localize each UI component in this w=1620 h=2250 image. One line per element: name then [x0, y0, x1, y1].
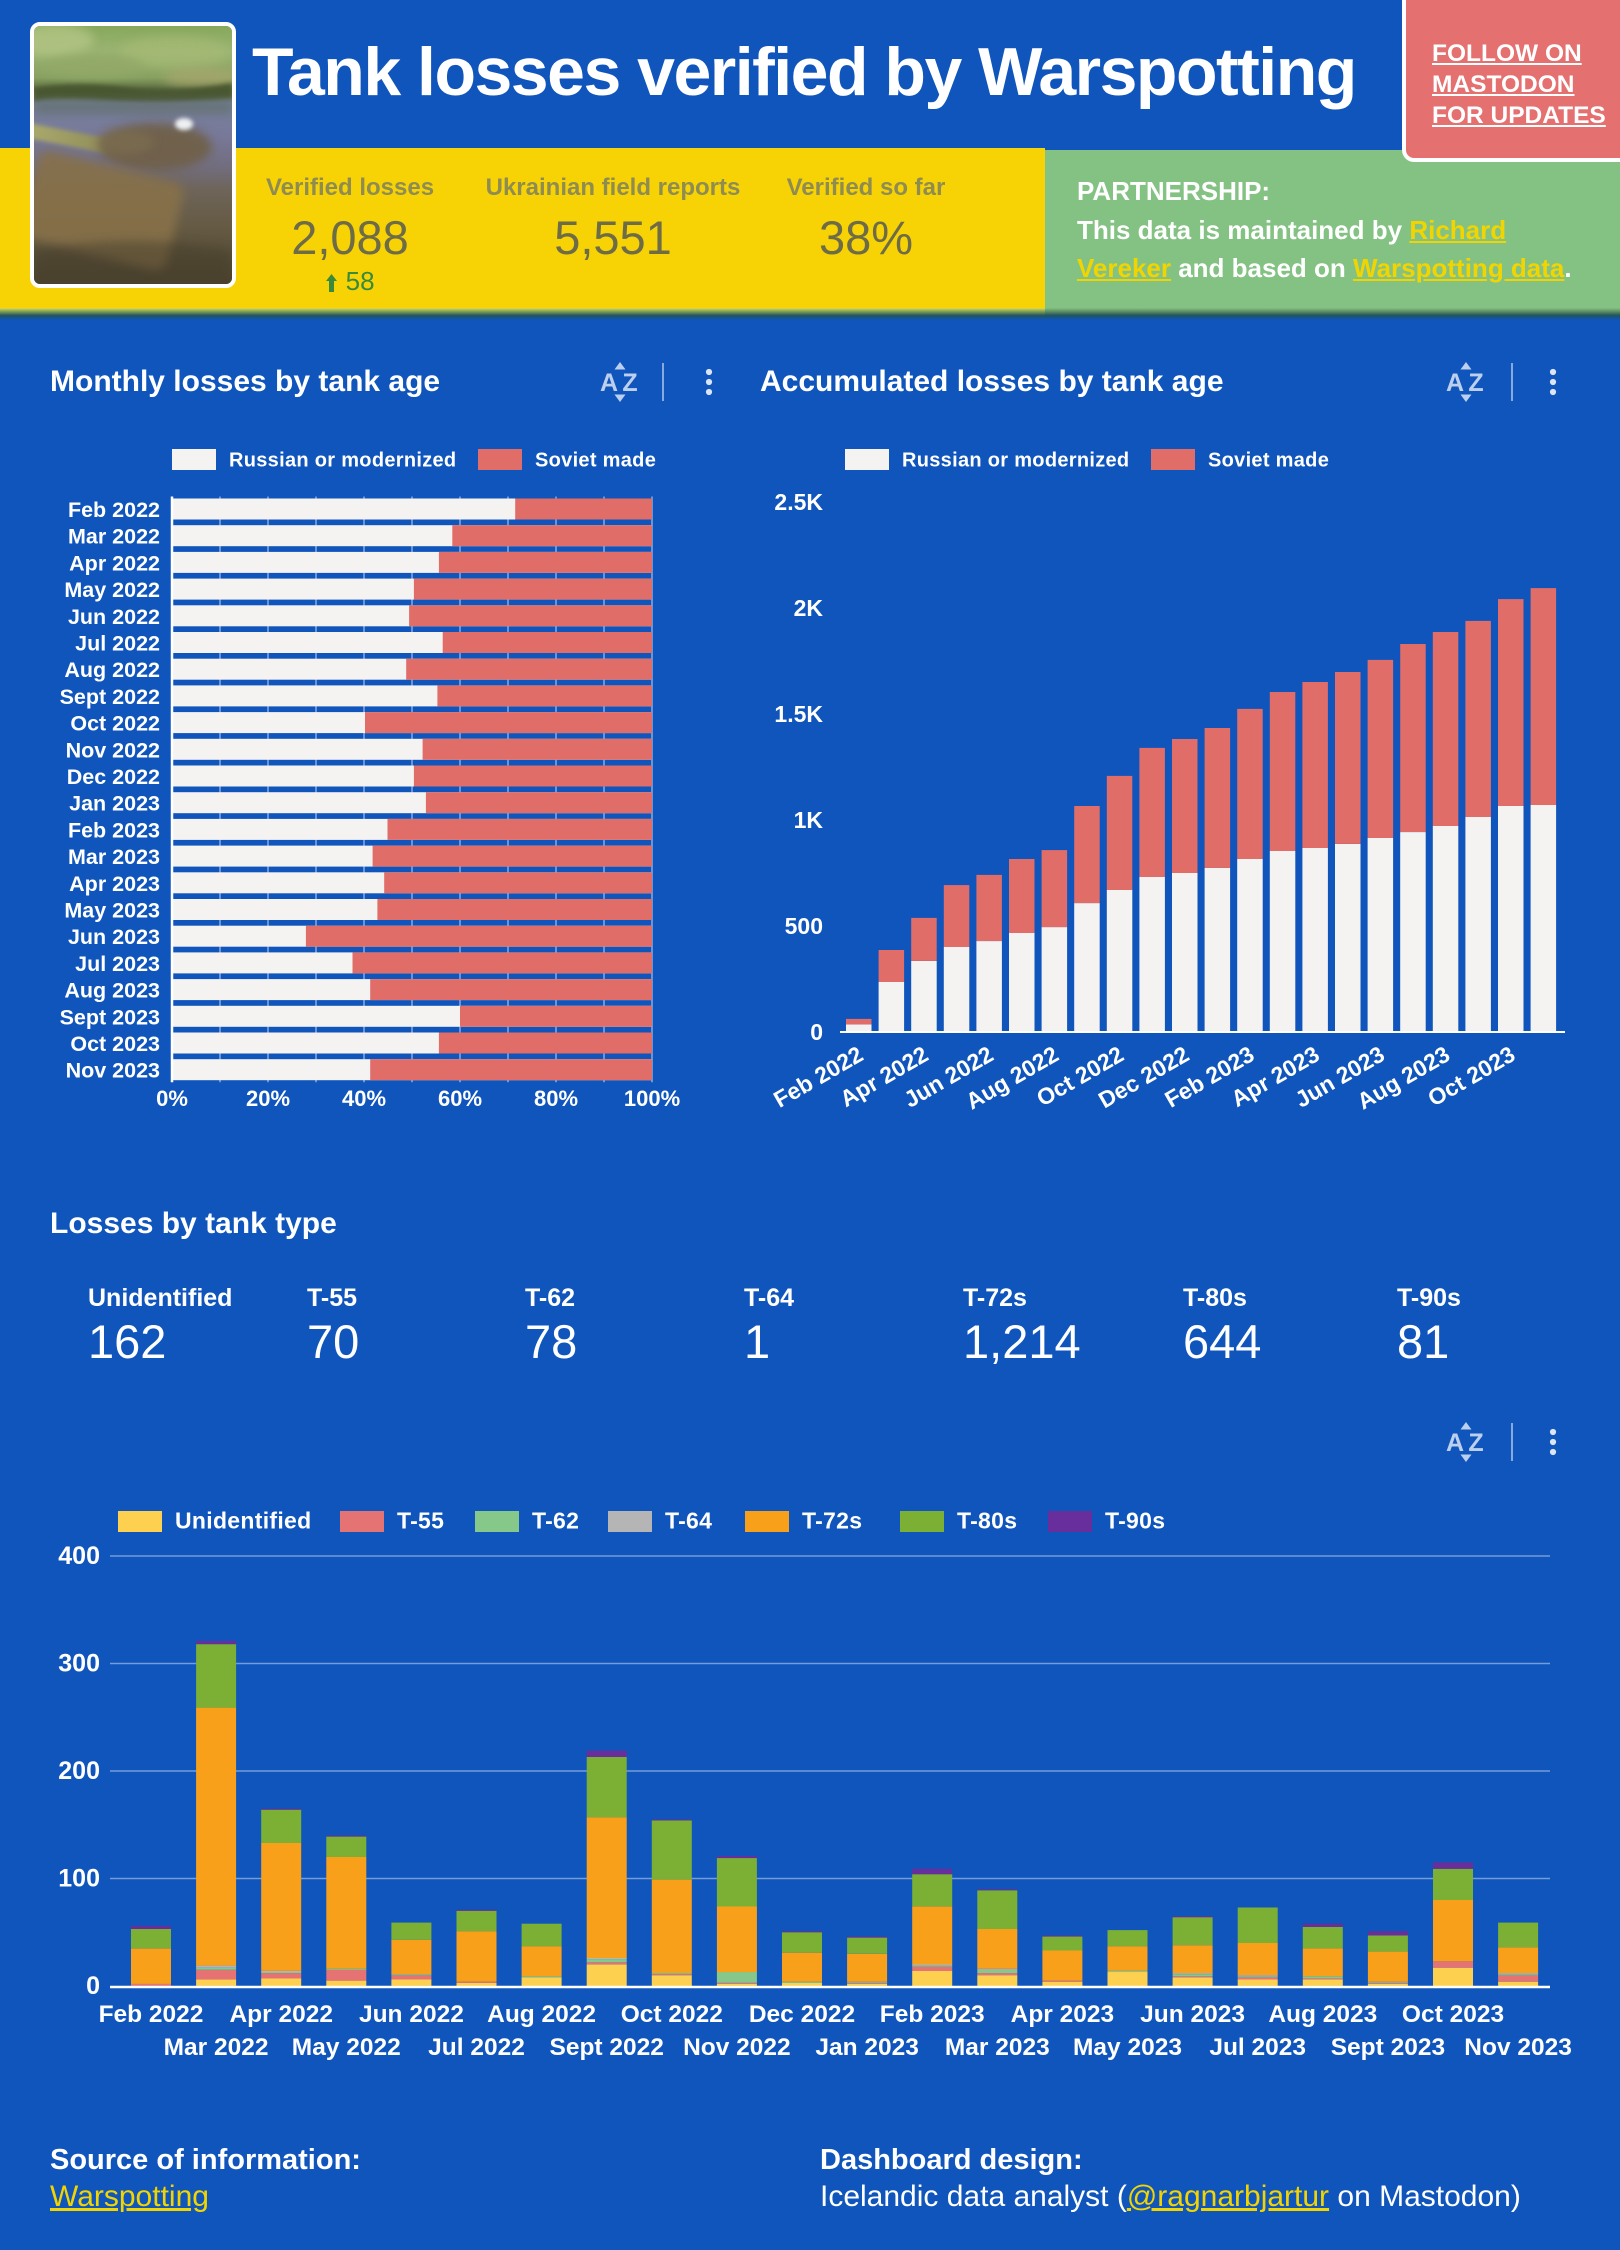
svg-text:Russian or modernized: Russian or modernized [902, 450, 1129, 472]
svg-text:Apr 2022: Apr 2022 [229, 2001, 333, 2028]
svg-text:Jan 2023: Jan 2023 [815, 2034, 919, 2061]
svg-text:78: 78 [525, 1315, 577, 1368]
svg-text:T-62: T-62 [532, 1508, 579, 1534]
svg-text:1.5K: 1.5K [774, 701, 823, 727]
svg-text:Oct 2022: Oct 2022 [70, 712, 160, 736]
svg-text:Soviet made: Soviet made [1208, 450, 1329, 472]
svg-text:T-80s: T-80s [957, 1508, 1017, 1534]
svg-text:Mar 2022: Mar 2022 [164, 2034, 269, 2061]
svg-text:Feb 2022: Feb 2022 [68, 498, 160, 522]
svg-text:May 2023: May 2023 [64, 899, 160, 923]
svg-text:Soviet made: Soviet made [535, 450, 656, 472]
svg-text:Z: Z [1468, 369, 1483, 397]
svg-text:May 2023: May 2023 [1073, 2034, 1182, 2061]
svg-text:Feb 2023: Feb 2023 [880, 2001, 985, 2028]
svg-text:Oct 2022: Oct 2022 [621, 2001, 723, 2028]
svg-text:Nov 2023: Nov 2023 [66, 1059, 160, 1083]
svg-text:T-80s: T-80s [1183, 1284, 1247, 1312]
svg-text:1,214: 1,214 [963, 1315, 1081, 1368]
svg-text:Mar 2023: Mar 2023 [68, 845, 160, 869]
svg-text:2.5K: 2.5K [774, 489, 823, 515]
svg-text:40%: 40% [342, 1086, 386, 1111]
svg-text:Nov 2022: Nov 2022 [66, 738, 160, 762]
svg-text:162: 162 [88, 1315, 166, 1368]
svg-text:Feb 2023: Feb 2023 [68, 818, 160, 842]
svg-text:Jul 2023: Jul 2023 [75, 952, 160, 976]
svg-text:0%: 0% [156, 1086, 188, 1111]
svg-text:Unidentified: Unidentified [88, 1284, 232, 1312]
svg-text:T-55: T-55 [307, 1284, 357, 1312]
svg-text:Apr 2022: Apr 2022 [69, 551, 160, 575]
svg-text:1: 1 [744, 1315, 770, 1368]
svg-text:Oct 2023: Oct 2023 [70, 1032, 160, 1056]
svg-text:0: 0 [810, 1019, 823, 1045]
svg-text:T-72s: T-72s [802, 1508, 862, 1534]
svg-text:Mar 2022: Mar 2022 [68, 525, 160, 549]
svg-text:May 2022: May 2022 [64, 578, 160, 602]
svg-text:Jun 2023: Jun 2023 [1140, 2001, 1245, 2028]
svg-text:Apr 2023: Apr 2023 [69, 872, 160, 896]
svg-text:T-64: T-64 [665, 1508, 712, 1534]
svg-text:Jun 2023: Jun 2023 [68, 925, 160, 949]
svg-text:80%: 80% [534, 1086, 578, 1111]
svg-text:T-90s: T-90s [1105, 1508, 1165, 1534]
svg-text:100%: 100% [624, 1086, 680, 1111]
svg-text:Mar 2023: Mar 2023 [945, 2034, 1050, 2061]
svg-text:Jul 2022: Jul 2022 [75, 632, 160, 656]
svg-text:Unidentified: Unidentified [175, 1508, 311, 1534]
svg-text:644: 644 [1183, 1315, 1261, 1368]
svg-text:2K: 2K [794, 595, 824, 621]
svg-text:Dec 2022: Dec 2022 [67, 765, 160, 789]
svg-text:T-62: T-62 [525, 1284, 575, 1312]
svg-text:Sept 2023: Sept 2023 [1331, 2034, 1445, 2061]
svg-text:Apr 2023: Apr 2023 [1011, 2001, 1115, 2028]
svg-text:81: 81 [1397, 1315, 1449, 1368]
svg-text:Z: Z [1468, 1429, 1483, 1457]
svg-text:Jul 2023: Jul 2023 [1209, 2034, 1306, 2061]
svg-text:Feb 2022: Feb 2022 [99, 2001, 204, 2028]
svg-text:Sept 2022: Sept 2022 [60, 685, 160, 709]
svg-text:Oct 2023: Oct 2023 [1402, 2001, 1504, 2028]
svg-text:Jun 2022: Jun 2022 [68, 605, 160, 629]
svg-text:A: A [1446, 1429, 1464, 1457]
svg-text:200: 200 [58, 1757, 100, 1785]
svg-text:70: 70 [307, 1315, 359, 1368]
svg-text:Aug 2023: Aug 2023 [64, 979, 160, 1003]
svg-text:1K: 1K [794, 807, 824, 833]
svg-text:Z: Z [622, 369, 637, 397]
svg-text:A: A [600, 369, 618, 397]
svg-text:Nov 2023: Nov 2023 [1464, 2034, 1572, 2061]
svg-text:Aug 2023: Aug 2023 [1268, 2001, 1377, 2028]
svg-text:T-72s: T-72s [963, 1284, 1027, 1312]
svg-text:May 2022: May 2022 [292, 2034, 401, 2061]
svg-text:Russian or modernized: Russian or modernized [229, 450, 456, 472]
svg-text:Jan 2023: Jan 2023 [69, 792, 160, 816]
svg-text:400: 400 [58, 1542, 100, 1570]
svg-text:Nov 2022: Nov 2022 [683, 2034, 791, 2061]
svg-text:Jun 2022: Jun 2022 [359, 2001, 464, 2028]
svg-text:Sept 2023: Sept 2023 [60, 1005, 160, 1029]
svg-text:T-90s: T-90s [1397, 1284, 1461, 1312]
svg-text:20%: 20% [246, 1086, 290, 1111]
svg-text:60%: 60% [438, 1086, 482, 1111]
svg-text:100: 100 [58, 1865, 100, 1893]
svg-text:Aug 2022: Aug 2022 [64, 658, 160, 682]
svg-text:Aug 2022: Aug 2022 [487, 2001, 596, 2028]
svg-text:Sept 2022: Sept 2022 [549, 2034, 663, 2061]
svg-text:T-64: T-64 [744, 1284, 794, 1312]
svg-text:Dec 2022: Dec 2022 [749, 2001, 855, 2028]
svg-text:300: 300 [58, 1650, 100, 1678]
svg-text:0: 0 [86, 1972, 100, 2000]
svg-text:Jul 2022: Jul 2022 [428, 2034, 525, 2061]
svg-text:T-55: T-55 [397, 1508, 444, 1534]
svg-text:500: 500 [785, 913, 823, 939]
svg-text:A: A [1446, 369, 1464, 397]
